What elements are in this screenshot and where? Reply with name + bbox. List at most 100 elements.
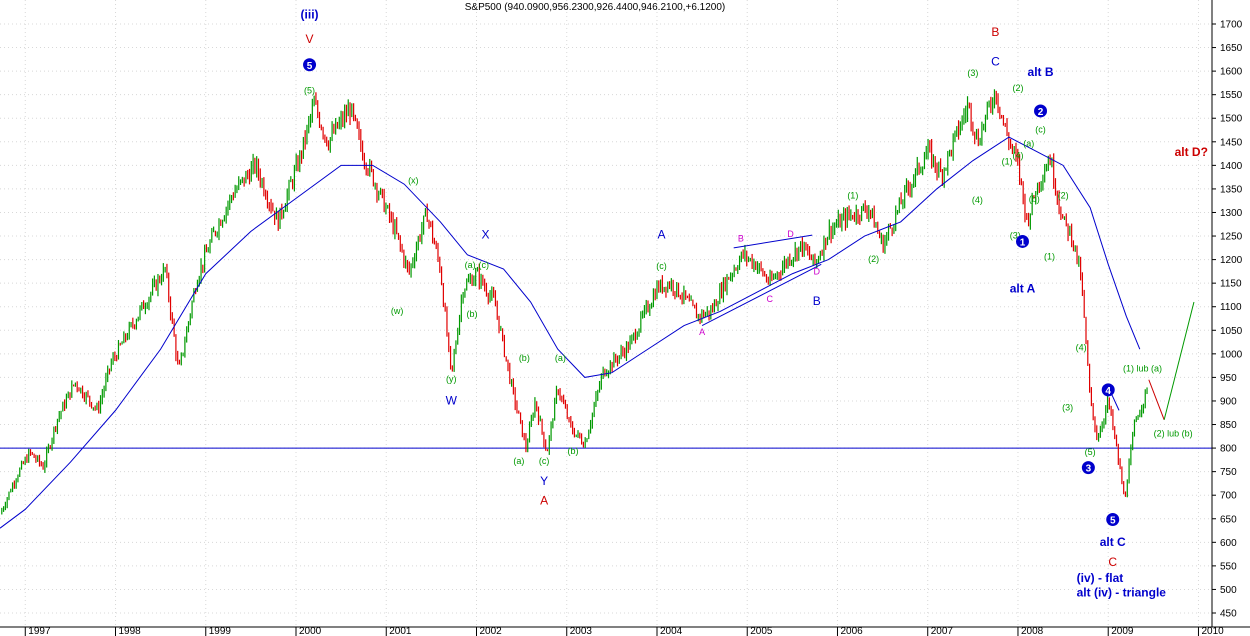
x-axis: 1997 1998 1999 2000 2001 2002 2003 2004 2005 2006… (0, 626, 1250, 636)
wave-label: (5) (304, 86, 315, 96)
wave-label: B (991, 25, 999, 39)
wave-label: (2) (1012, 83, 1023, 93)
wave-label: (c) (539, 456, 550, 466)
y-tick-label: 500 (1220, 585, 1237, 596)
wave-label: alt (iv) - triangle (1077, 586, 1167, 600)
wave-label: C (1108, 555, 1117, 569)
wave-label: (a) (1023, 139, 1034, 149)
wave-label: (4) (1076, 343, 1087, 353)
wave-label: (iii) (301, 7, 319, 21)
wave-label: (y) (446, 374, 457, 384)
wave-label: B (813, 294, 821, 308)
y-tick-label: 1250 (1220, 232, 1243, 243)
projection-up (1163, 301, 1195, 420)
wave-label: (c) (478, 260, 489, 270)
y-tick-label: 1650 (1220, 43, 1243, 54)
wave-label: alt B (1028, 65, 1054, 79)
y-tick-label: 1350 (1220, 184, 1243, 195)
y-tick-label: 1400 (1220, 161, 1243, 172)
wave-label: (2) (868, 254, 879, 264)
y-tick-label: 1600 (1220, 67, 1243, 78)
x-tick-label: 2004 (660, 626, 683, 636)
wave-label: 3 (1086, 464, 1092, 475)
y-axis: 1700 1650 1600 1550 1500 1450 1400 1350 1300 1250… (1211, 0, 1243, 627)
moving-average-line (0, 136, 1141, 529)
wave-label: (3) (1062, 402, 1073, 412)
wave-label: (2) lub (b) (1154, 428, 1193, 438)
wave-label: (w) (391, 306, 404, 316)
y-tick-label: 1050 (1220, 326, 1243, 337)
y-tick-label: 1000 (1220, 349, 1243, 360)
wave-label: (1) (1044, 252, 1055, 262)
wave-label: alt C (1100, 535, 1126, 549)
x-tick-label: 2001 (389, 626, 412, 636)
x-tick-label: 2002 (479, 626, 502, 636)
wave-label: 5 (1110, 515, 1116, 526)
wave-label: (1) (847, 190, 858, 200)
wave-label: (3) (1010, 230, 1021, 240)
x-tick-label: 1997 (28, 626, 51, 636)
wave-label: (c) (1035, 124, 1046, 134)
wave-label: (4) (972, 195, 983, 205)
chart-title: S&P500 (940.0900,956.2300,926.4400,946.2… (465, 2, 726, 13)
price-bars (1, 89, 1148, 515)
y-tick-label: 650 (1220, 514, 1237, 525)
y-tick-label: 1500 (1220, 114, 1243, 125)
x-tick-label: 2000 (299, 626, 322, 636)
trendlines (701, 234, 1195, 420)
wave-circle-marker (1034, 104, 1048, 118)
triangle-upper (733, 234, 813, 249)
wave-label: (1) (1002, 156, 1013, 166)
moving-average (0, 136, 1141, 529)
x-tick-label: 2007 (931, 626, 954, 636)
x-tick-label: 1999 (209, 626, 232, 636)
y-tick-label: 1550 (1220, 90, 1243, 101)
wave-label: (3) (967, 68, 978, 78)
wave-label: (5) (1085, 447, 1096, 457)
wave-label: alt A (1010, 282, 1036, 296)
projection-down (1148, 379, 1165, 420)
wave-circle-marker (1081, 461, 1095, 475)
y-tick-label: 900 (1220, 396, 1237, 407)
wave-label: A (699, 327, 705, 337)
wave-label: (a) (513, 456, 524, 466)
wave-label: (b) (466, 309, 477, 319)
wave-label: 5 (307, 61, 313, 72)
y-tick-label: 850 (1220, 420, 1237, 431)
wave-label: A (540, 494, 548, 508)
x-tick-label: 2008 (1021, 626, 1044, 636)
wave-label: (b) (519, 353, 530, 363)
y-tick-label: 1450 (1220, 137, 1243, 148)
y-tick-label: 1150 (1220, 279, 1242, 290)
wave-label: (x) (408, 175, 419, 185)
wave-label: C (767, 294, 774, 304)
wave-label: alt D? (1175, 145, 1208, 159)
wave-label: D (813, 267, 820, 277)
wave-label: (1) lub (a) (1123, 363, 1162, 373)
wave-label: 4 (1105, 386, 1111, 397)
y-tick-label: 600 (1220, 538, 1237, 549)
wave-annotations: (iii)V5(5)(x)(w)X(a) (c)(b)(y)W(b) (a)(a)(… (301, 7, 1208, 599)
wave-label: A (657, 227, 665, 241)
x-tick-label: 1998 (119, 626, 142, 636)
wave-label: (c) (656, 261, 667, 271)
gridlines (0, 0, 1212, 627)
x-tick-label: 2009 (1111, 626, 1134, 636)
wave-label: C (991, 54, 1000, 68)
y-tick-label: 750 (1220, 467, 1237, 478)
wave-circle-marker (1015, 234, 1029, 248)
triangle-lower (701, 263, 822, 327)
y-tick-label: 1100 (1220, 302, 1242, 313)
y-tick-label: 1700 (1220, 20, 1243, 31)
wave-label: W (446, 394, 458, 408)
wave-label: 2 (1038, 107, 1044, 118)
wave-circle-marker (303, 58, 317, 72)
wave-label: B (738, 234, 744, 244)
wave-label: V (306, 32, 314, 46)
wave-circle-marker (1106, 512, 1120, 526)
x-tick-label: 2003 (570, 626, 593, 636)
y-tick-label: 950 (1220, 373, 1237, 384)
y-tick-label: 1300 (1220, 208, 1243, 219)
y-tick-label: 700 (1220, 491, 1237, 502)
